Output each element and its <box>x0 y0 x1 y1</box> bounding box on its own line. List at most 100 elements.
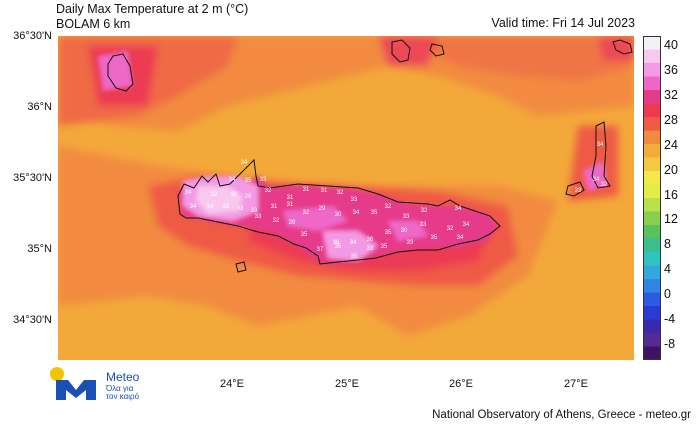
colorbar-label: 8 <box>664 237 671 252</box>
colorbar-label: -4 <box>664 312 676 327</box>
crete-value-label: 34 <box>353 210 360 216</box>
crete-value-label: 31 <box>271 204 278 210</box>
colorbar-swatch <box>643 130 661 145</box>
crete-value-label: 33 <box>223 204 230 210</box>
crete-value-label: 36 <box>333 240 340 246</box>
crete-value-label: 33 <box>255 214 262 220</box>
crete-value-label: 35 <box>245 178 252 184</box>
colorbar-swatch <box>643 157 661 172</box>
crete-value-label: 32 <box>303 210 310 216</box>
colorbar-label: 12 <box>664 212 678 227</box>
crete-value-label: 34 <box>457 235 464 241</box>
coastlines <box>107 39 633 273</box>
crete-value-label: 35 <box>371 210 378 216</box>
colorbar-swatch <box>643 36 661 50</box>
colorbar-swatch <box>643 63 661 77</box>
meteo-logo <box>50 367 96 400</box>
crete-value-label: 30 <box>231 192 238 198</box>
karpathos-value-labels: 34 34 33 32 <box>575 142 608 194</box>
logo-subtitle: Όλα για τον καιρό <box>106 384 140 401</box>
lat-label-1: 36°30'N <box>13 30 52 42</box>
colorbar-label: 36 <box>664 62 678 77</box>
lat-label-5: 34°30'N <box>13 314 52 326</box>
lat-label-3: 35°30'N <box>13 172 52 184</box>
crete-value-label: 34 <box>185 190 192 196</box>
karpathos-value-label: 32 <box>601 182 608 188</box>
karpathos-value-label: 34 <box>597 142 604 148</box>
lat-label-4: 35°N <box>27 243 52 255</box>
title-line-2: BOLAM 6 km <box>56 17 131 31</box>
colorbar-swatch <box>643 49 661 64</box>
lat-label-2: 36°N <box>27 101 52 113</box>
crete-value-label: 33 <box>351 197 358 203</box>
karpathos-value-label: 33 <box>575 188 582 194</box>
crete-value-label: 35 <box>431 235 438 241</box>
lon-label-3: 26°E <box>449 378 473 390</box>
colorbar-swatch <box>643 292 661 307</box>
chart-title: Daily Max Temperature at 2 m (°C) BOLAM … <box>56 2 248 32</box>
colorbar-label: 0 <box>664 287 671 302</box>
crete-value-label: 31 <box>287 202 294 208</box>
lon-label-1: 24°E <box>220 378 244 390</box>
colorbar-label: 16 <box>664 187 678 202</box>
colorbar-label: -8 <box>664 337 676 352</box>
crete-hot-field <box>98 51 608 264</box>
colorbar-swatch <box>643 265 661 280</box>
karpathos-value-label: 34 <box>593 177 600 183</box>
crete-value-label: 31 <box>287 195 294 201</box>
colorbar-swatch <box>643 225 661 239</box>
colorbar-swatch <box>643 306 661 320</box>
crete-value-label: 33 <box>237 206 244 212</box>
crete-value-label: 32 <box>337 190 344 196</box>
crete-value-label: 34 <box>241 160 248 166</box>
crete-value-label: 35 <box>351 254 358 260</box>
colorbar-swatch <box>643 76 661 91</box>
crete-value-label: 33 <box>251 208 258 214</box>
crete-value-label: 35 <box>335 244 342 250</box>
crete-value-label: 31 <box>303 187 310 193</box>
crete-value-label: 35 <box>301 232 308 238</box>
colorbar-swatch <box>643 319 661 334</box>
crete-value-label: 33 <box>407 240 414 246</box>
temperature-colorbar <box>643 36 661 360</box>
lon-label-2: 25°E <box>335 378 359 390</box>
crete-value-label: 35 <box>381 244 388 250</box>
crete-value-label: 32 <box>447 226 454 232</box>
colorbar-swatch <box>643 184 661 199</box>
logo-name: Meteo <box>106 370 140 384</box>
colorbar-label: 4 <box>664 262 671 277</box>
crete-value-label: 37 <box>317 247 324 253</box>
colorbar-swatch <box>643 103 661 118</box>
colorbar-frame <box>643 36 661 360</box>
logo-sun-icon <box>50 367 64 381</box>
crete-value-label: 30 <box>335 212 342 218</box>
crete-value-label: 29 <box>289 220 296 226</box>
colorbar-label: 32 <box>664 87 678 102</box>
colorbar-swatch <box>643 171 661 185</box>
colorbar-swatch <box>643 252 661 266</box>
colorbar-swatch <box>643 333 661 347</box>
crete-value-label: 36 <box>367 237 374 243</box>
crete-value-label: 33 <box>420 222 427 228</box>
crete-value-label: 32 <box>211 192 218 198</box>
crete-value-label: 33 <box>403 214 410 220</box>
crete-value-label: 34 <box>190 204 197 210</box>
crete-value-label: 31 <box>321 188 328 194</box>
crete-value-label: 34 <box>463 222 470 228</box>
crete-value-label: 34 <box>455 206 462 212</box>
colorbar-label: 40 <box>664 38 678 52</box>
crete-value-label: 32 <box>265 188 272 194</box>
crete-value-label: 29 <box>319 206 326 212</box>
crete-value-label: 32 <box>421 208 428 214</box>
crete-value-label: 33 <box>367 246 374 252</box>
title-line-1: Daily Max Temperature at 2 m (°C) <box>56 2 249 16</box>
logo-mark-icon <box>56 380 96 400</box>
colorbar-swatch <box>643 211 661 226</box>
credit-text: National Observatory of Athens, Greece -… <box>432 409 691 421</box>
crete-value-label: 32 <box>385 204 392 210</box>
colorbar-label: 20 <box>664 162 678 177</box>
colorbar-label: 28 <box>664 112 678 127</box>
crete-value-label: 30 <box>401 228 408 234</box>
